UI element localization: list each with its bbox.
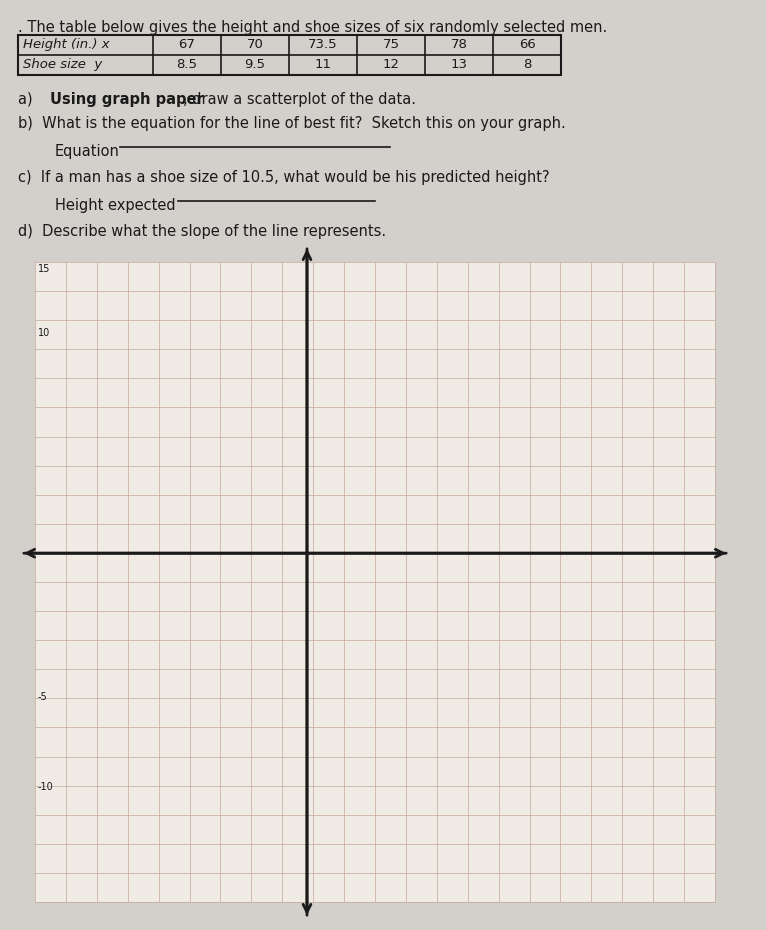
Text: d)  Describe what the slope of the line represents.: d) Describe what the slope of the line r…: [18, 224, 386, 239]
Text: 13: 13: [450, 59, 467, 72]
Text: 11: 11: [315, 59, 332, 72]
Text: -10: -10: [38, 782, 54, 791]
Text: Height (in.) x: Height (in.) x: [23, 38, 110, 51]
Text: b)  What is the equation for the line of best fit?  Sketch this on your graph.: b) What is the equation for the line of …: [18, 116, 566, 131]
Text: Height expected: Height expected: [55, 198, 175, 213]
Text: a): a): [18, 92, 42, 107]
Text: 66: 66: [519, 38, 535, 51]
Text: Equation: Equation: [55, 144, 119, 159]
Text: 8: 8: [523, 59, 531, 72]
Text: 10: 10: [38, 328, 51, 338]
Text: . The table below gives the height and shoe sizes of six randomly selected men.: . The table below gives the height and s…: [18, 20, 607, 35]
Text: 67: 67: [178, 38, 195, 51]
Text: 70: 70: [247, 38, 264, 51]
Text: 73.5: 73.5: [308, 38, 338, 51]
Text: , draw a scatterplot of the data.: , draw a scatterplot of the data.: [183, 92, 416, 107]
Text: 12: 12: [382, 59, 400, 72]
Text: 8.5: 8.5: [176, 59, 198, 72]
Text: 15: 15: [38, 264, 51, 274]
Text: 9.5: 9.5: [244, 59, 266, 72]
Text: Shoe size  y: Shoe size y: [23, 59, 102, 72]
Text: 75: 75: [382, 38, 400, 51]
Text: 78: 78: [450, 38, 467, 51]
Bar: [35, 262, 715, 902]
Bar: [18, 35, 561, 75]
Text: -5: -5: [38, 692, 47, 702]
Text: c)  If a man has a shoe size of 10.5, what would be his predicted height?: c) If a man has a shoe size of 10.5, wha…: [18, 170, 550, 185]
Text: Using graph paper: Using graph paper: [50, 92, 204, 107]
